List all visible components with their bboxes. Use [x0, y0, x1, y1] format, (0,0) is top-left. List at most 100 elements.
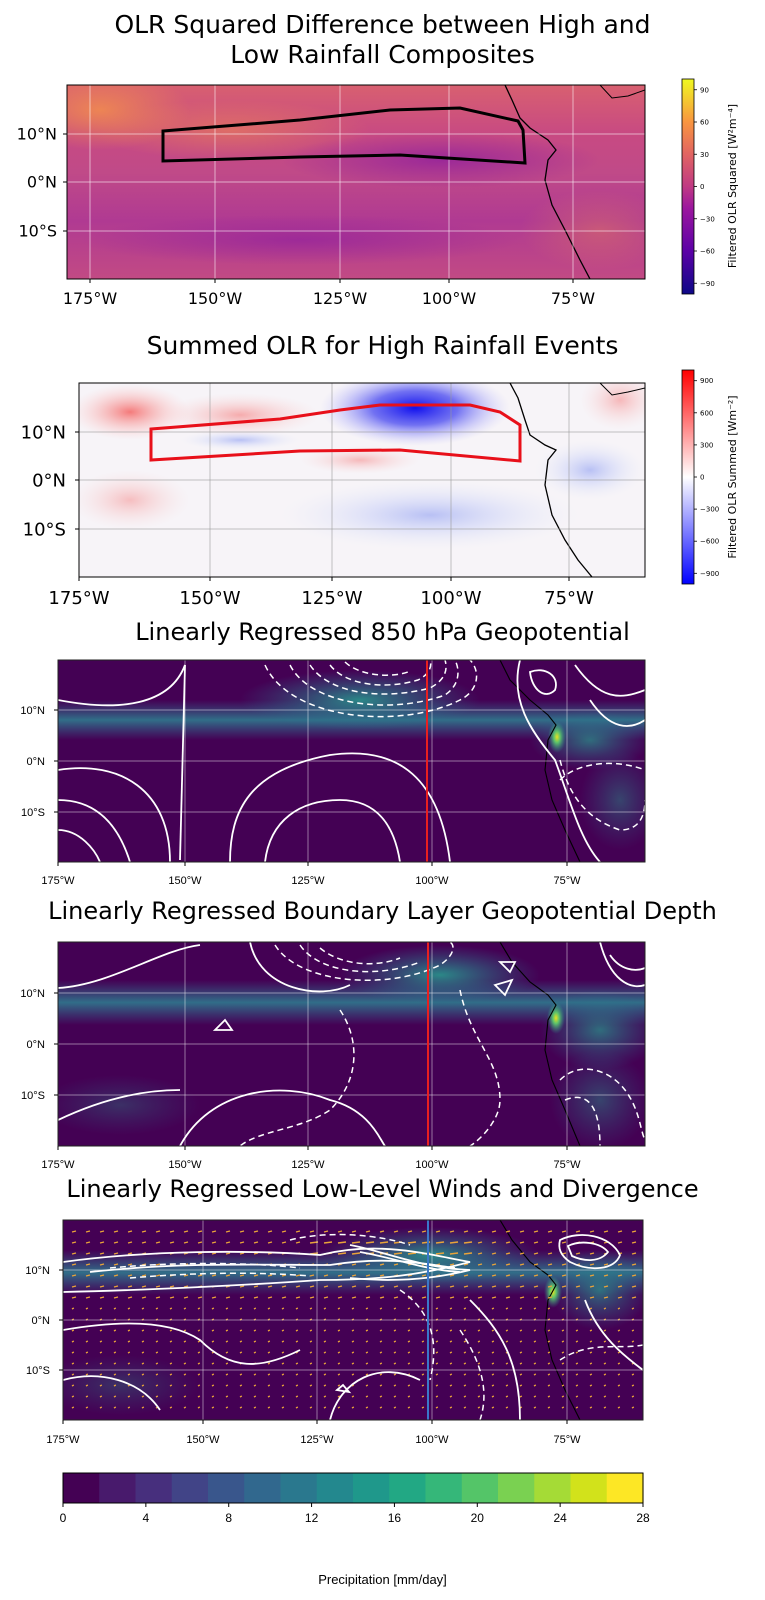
- wind-vector: [421, 1340, 425, 1343]
- wind-vector: [169, 1307, 173, 1310]
- panel3-contours: [58, 660, 645, 862]
- wind-vector: [561, 1318, 565, 1321]
- wind-vector: [519, 1274, 525, 1277]
- wind-vector: [505, 1329, 509, 1332]
- wind-vector: [183, 1285, 189, 1288]
- wind-vector: [197, 1252, 203, 1255]
- wind-vector: [547, 1373, 551, 1376]
- colorbar-tick-label: −30: [700, 215, 715, 223]
- wind-vector: [407, 1307, 411, 1310]
- panel1-colorbar-fill: [681, 78, 695, 295]
- wind-vector: [281, 1351, 285, 1354]
- wind-vector: [617, 1340, 621, 1343]
- wind-vector: [477, 1406, 481, 1409]
- wind-vector: [463, 1340, 467, 1343]
- wind-vector: [435, 1406, 439, 1409]
- x-tick-label: 150°W: [168, 875, 202, 887]
- wind-vector: [617, 1263, 623, 1266]
- wind-vector: [127, 1318, 131, 1321]
- wind-vector: [99, 1263, 105, 1266]
- wind-vector: [99, 1296, 105, 1299]
- wind-vector: [337, 1362, 341, 1365]
- wind-vector: [71, 1362, 75, 1365]
- wind-vector: [491, 1395, 495, 1398]
- wind-vector: [267, 1274, 273, 1277]
- wind-vector: [281, 1307, 285, 1310]
- wind-vector: [113, 1230, 119, 1233]
- panel3-map: [57, 659, 646, 863]
- wind-vector: [533, 1395, 537, 1398]
- wind-vector: [169, 1340, 173, 1343]
- x-tick-label: 75°W: [544, 588, 594, 609]
- wind-vector: [253, 1285, 259, 1288]
- wind-vector: [309, 1406, 313, 1409]
- precip-colorbar: 0 4 8 12 16 20 24 28: [60, 1472, 650, 1525]
- wind-vector: [575, 1307, 579, 1310]
- wind-vector: [631, 1296, 637, 1299]
- wind-vector: [85, 1307, 89, 1310]
- wind-vector: [631, 1329, 635, 1332]
- wind-vector: [477, 1230, 483, 1233]
- wind-vector: [589, 1318, 593, 1321]
- wind-vector: [155, 1351, 159, 1354]
- wind-vector: [127, 1340, 131, 1343]
- colorbar-segment: [135, 1473, 173, 1503]
- wind-vector: [449, 1252, 459, 1255]
- x-tick-label: 75°W: [553, 1434, 581, 1446]
- wind-vector: [253, 1406, 257, 1409]
- wind-vector: [85, 1263, 91, 1266]
- wind-vector: [71, 1395, 75, 1398]
- colorbar-segment: [353, 1473, 390, 1503]
- panel4-map: [57, 941, 646, 1147]
- wind-vector: [491, 1274, 497, 1277]
- colorbar-segment: [316, 1473, 354, 1503]
- wind-vector: [561, 1384, 565, 1387]
- y-tick-label: 10°S: [23, 519, 66, 540]
- wind-vector: [211, 1274, 217, 1277]
- wind-vector: [239, 1406, 243, 1409]
- wind-vector: [575, 1318, 579, 1321]
- wind-vector: [477, 1263, 483, 1266]
- wind-vector: [113, 1274, 119, 1277]
- wind-vector: [225, 1384, 229, 1387]
- wind-vector: [127, 1263, 133, 1266]
- wind-vector: [295, 1307, 299, 1310]
- wind-vector: [561, 1351, 565, 1354]
- wind-vector: [71, 1340, 75, 1343]
- wind-vector: [351, 1296, 357, 1299]
- wind-vector: [197, 1296, 203, 1299]
- wind-vector: [183, 1241, 189, 1244]
- wind-vector: [365, 1318, 369, 1321]
- wind-vector: [337, 1230, 343, 1233]
- wind-vector: [281, 1241, 287, 1244]
- wind-vector: [393, 1406, 397, 1409]
- wind-vector: [477, 1296, 483, 1299]
- wind-vector: [239, 1252, 245, 1255]
- wind-vector: [351, 1252, 361, 1255]
- wind-vector: [631, 1307, 635, 1310]
- wind-vector: [141, 1384, 145, 1387]
- wind-vector: [575, 1230, 581, 1233]
- wind-vector: [519, 1285, 525, 1288]
- panel3-dashed-contours: [264, 660, 645, 831]
- x-tick-label: 150°W: [188, 289, 243, 308]
- wind-vector: [505, 1263, 511, 1266]
- wind-vector: [575, 1296, 581, 1299]
- wind-vector: [183, 1362, 187, 1365]
- wind-vector: [617, 1230, 623, 1233]
- wind-vector: [519, 1340, 523, 1343]
- wind-vector: [449, 1373, 453, 1376]
- y-tick-label: 0°N: [27, 173, 57, 192]
- wind-vector: [631, 1340, 635, 1343]
- wind-vector: [365, 1230, 371, 1233]
- wind-vector: [575, 1252, 581, 1255]
- wind-vector: [491, 1351, 495, 1354]
- wind-vector: [603, 1340, 607, 1343]
- wind-vector: [449, 1263, 455, 1266]
- wind-vector: [589, 1285, 595, 1288]
- wind-vector: [295, 1395, 299, 1398]
- wind-vector: [477, 1329, 481, 1332]
- wind-vector: [421, 1296, 427, 1299]
- wind-vector: [225, 1340, 229, 1343]
- y-tick-label: 0°N: [32, 470, 66, 491]
